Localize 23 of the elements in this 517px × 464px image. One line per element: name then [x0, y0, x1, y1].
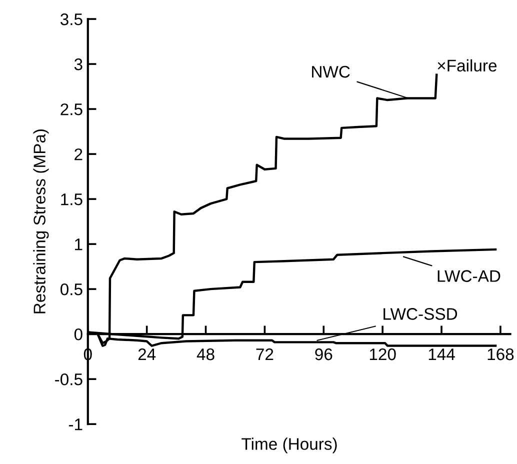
x-tick-label: 24 [138, 348, 156, 360]
y-tick-label: -0.5 [55, 373, 82, 386]
annotation: NWC [312, 66, 350, 78]
y-tick-label: 0.5 [60, 283, 82, 296]
y-tick-label: 2.5 [60, 103, 82, 116]
y-tick-label: 2 [74, 148, 82, 160]
x-axis-title: Time (Hours) [242, 438, 337, 454]
x-tick-label: 48 [196, 348, 214, 360]
annotation: LWC-AD [438, 270, 500, 282]
y-tick-label: 0 [74, 328, 82, 340]
y-tick-label: -1 [68, 418, 82, 430]
y-tick-label: 3 [74, 58, 82, 70]
x-tick-label: 120 [370, 348, 396, 360]
x-tick-label: 144 [428, 348, 455, 360]
x-tick-label: 72 [256, 348, 274, 360]
annotation: ×Failure [438, 59, 497, 72]
x-tick-label: 168 [488, 348, 514, 360]
annotation: LWC-SSD [384, 308, 458, 320]
y-tick-label: 1 [75, 238, 82, 250]
y-tick-label: 3.5 [60, 13, 82, 26]
x-tick-label: 96 [315, 348, 332, 360]
y-axis-title: Restraining Stress (MPa) [33, 130, 49, 314]
y-tick-label: 1.5 [61, 194, 82, 206]
